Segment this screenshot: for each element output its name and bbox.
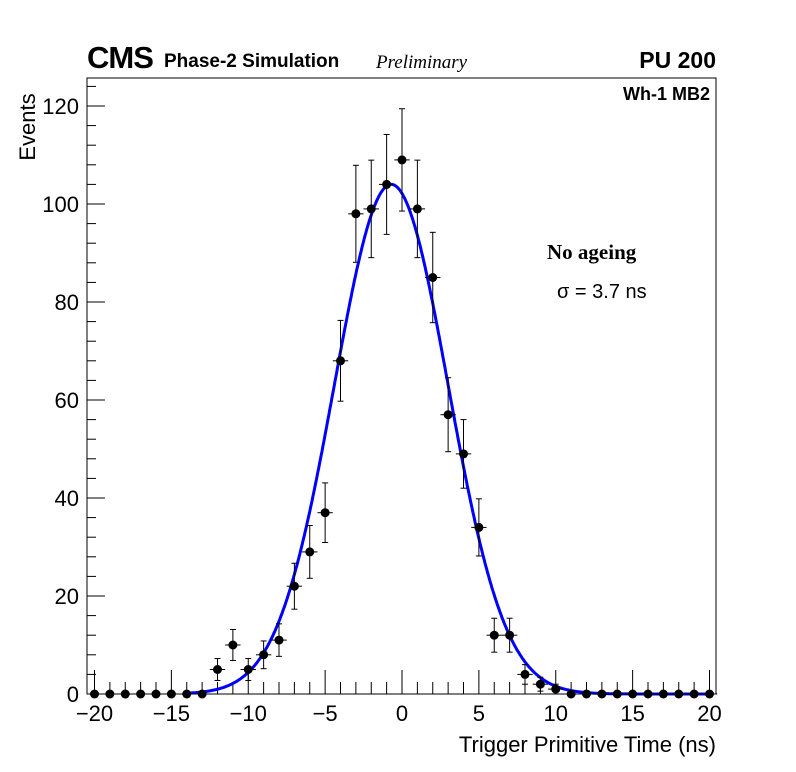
- x-tick-label: 15: [620, 701, 644, 726]
- pileup-label: PU 200: [639, 47, 716, 73]
- data-point: [320, 508, 330, 518]
- data-point: [474, 522, 484, 532]
- data-point: [136, 689, 146, 699]
- sigma-label: σ = 3.7 ns: [557, 281, 647, 303]
- y-tick-label: 80: [55, 290, 79, 315]
- y-tick-label: 60: [55, 388, 79, 413]
- data-point: [120, 689, 130, 699]
- data-point: [166, 689, 176, 699]
- data-point: [397, 155, 407, 165]
- data-point: [259, 650, 269, 660]
- x-tick-label: −15: [153, 701, 190, 726]
- data-point: [197, 689, 207, 699]
- condition-label: No ageing: [547, 240, 637, 264]
- x-tick-label: −10: [230, 701, 267, 726]
- data-point: [182, 689, 192, 699]
- simulation-label: Phase-2 Simulation: [164, 51, 340, 72]
- data-point: [274, 635, 284, 645]
- x-tick-label: −5: [313, 701, 338, 726]
- data-point: [643, 689, 653, 699]
- data-point: [628, 689, 638, 699]
- data-point: [336, 356, 345, 366]
- cms-label: CMS: [87, 40, 154, 75]
- data-point: [105, 689, 115, 699]
- data-point: [243, 665, 253, 674]
- y-tick-label: 120: [42, 94, 79, 119]
- x-tick-label: 0: [396, 701, 408, 726]
- x-tick-label: 5: [473, 701, 485, 726]
- data-point: [489, 630, 499, 640]
- data-point: [505, 630, 515, 640]
- data-point: [612, 689, 622, 699]
- data-point: [289, 581, 299, 591]
- data-point: [582, 689, 591, 699]
- data-point: [382, 179, 392, 189]
- data-point: [689, 689, 699, 699]
- data-point: [597, 689, 607, 699]
- y-tick-label: 100: [42, 192, 79, 217]
- data-point: [412, 204, 422, 214]
- data-point: [658, 689, 668, 699]
- data-point: [705, 689, 714, 699]
- data-point: [305, 547, 315, 557]
- y-tick-label: 0: [67, 682, 79, 707]
- x-tick-label: 10: [544, 701, 568, 726]
- data-point: [674, 689, 684, 699]
- preliminary-label: Preliminary: [376, 52, 468, 73]
- y-tick-label: 20: [55, 584, 79, 609]
- station-label: Wh-1 MB2: [623, 84, 710, 104]
- y-tick-label: 40: [55, 486, 79, 511]
- y-axis-title: Events: [15, 93, 40, 161]
- data-point: [213, 665, 222, 674]
- data-point: [428, 273, 438, 282]
- data-point: [551, 684, 561, 694]
- data-point: [459, 449, 468, 459]
- data-point: [535, 679, 545, 689]
- data-point: [520, 669, 530, 679]
- data-point: [90, 689, 99, 699]
- data-point: [151, 689, 161, 699]
- data-point: [443, 410, 453, 420]
- x-tick-label: 20: [697, 701, 721, 726]
- data-point: [351, 209, 361, 219]
- data-point: [228, 640, 238, 650]
- x-axis-title: Trigger Primitive Time (ns): [458, 732, 716, 757]
- data-point: [366, 204, 376, 214]
- data-point: [566, 689, 576, 699]
- x-tick-label: −20: [76, 701, 113, 726]
